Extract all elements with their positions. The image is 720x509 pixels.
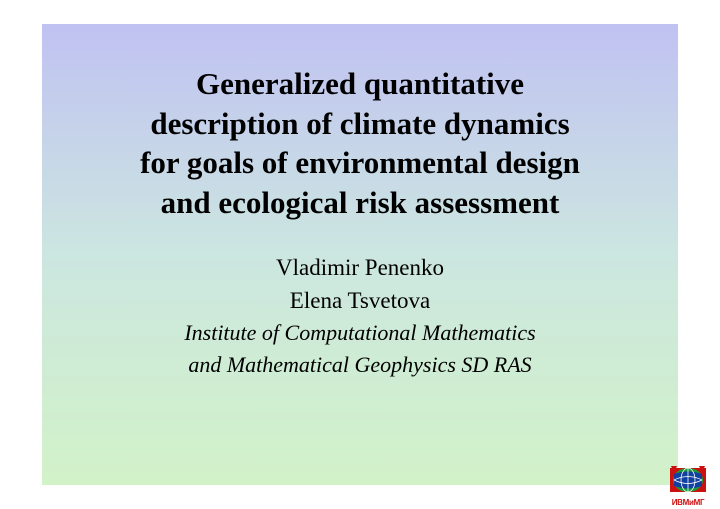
- affiliation-line-2: and Mathematical Geophysics SD RAS: [188, 349, 531, 381]
- title-line-2: description of climate dynamics: [150, 106, 569, 141]
- title-line-4: and ecological risk assessment: [161, 185, 560, 220]
- title-line-3: for goals of environmental design: [140, 145, 580, 180]
- logo-caption: ИВМиМГ: [662, 498, 714, 507]
- title-line-1: Generalized quantitative: [196, 66, 524, 101]
- author-2: Elena Tsvetova: [290, 284, 430, 317]
- author-1: Vladimir Penenko: [276, 251, 444, 284]
- slide-title: Generalized quantitative description of …: [130, 64, 590, 223]
- affiliation-line-1: Institute of Computational Mathematics: [184, 317, 535, 349]
- slide: Generalized quantitative description of …: [42, 24, 678, 485]
- institute-logo: ИВМиМГ: [662, 463, 714, 507]
- globe-icon: [665, 463, 711, 497]
